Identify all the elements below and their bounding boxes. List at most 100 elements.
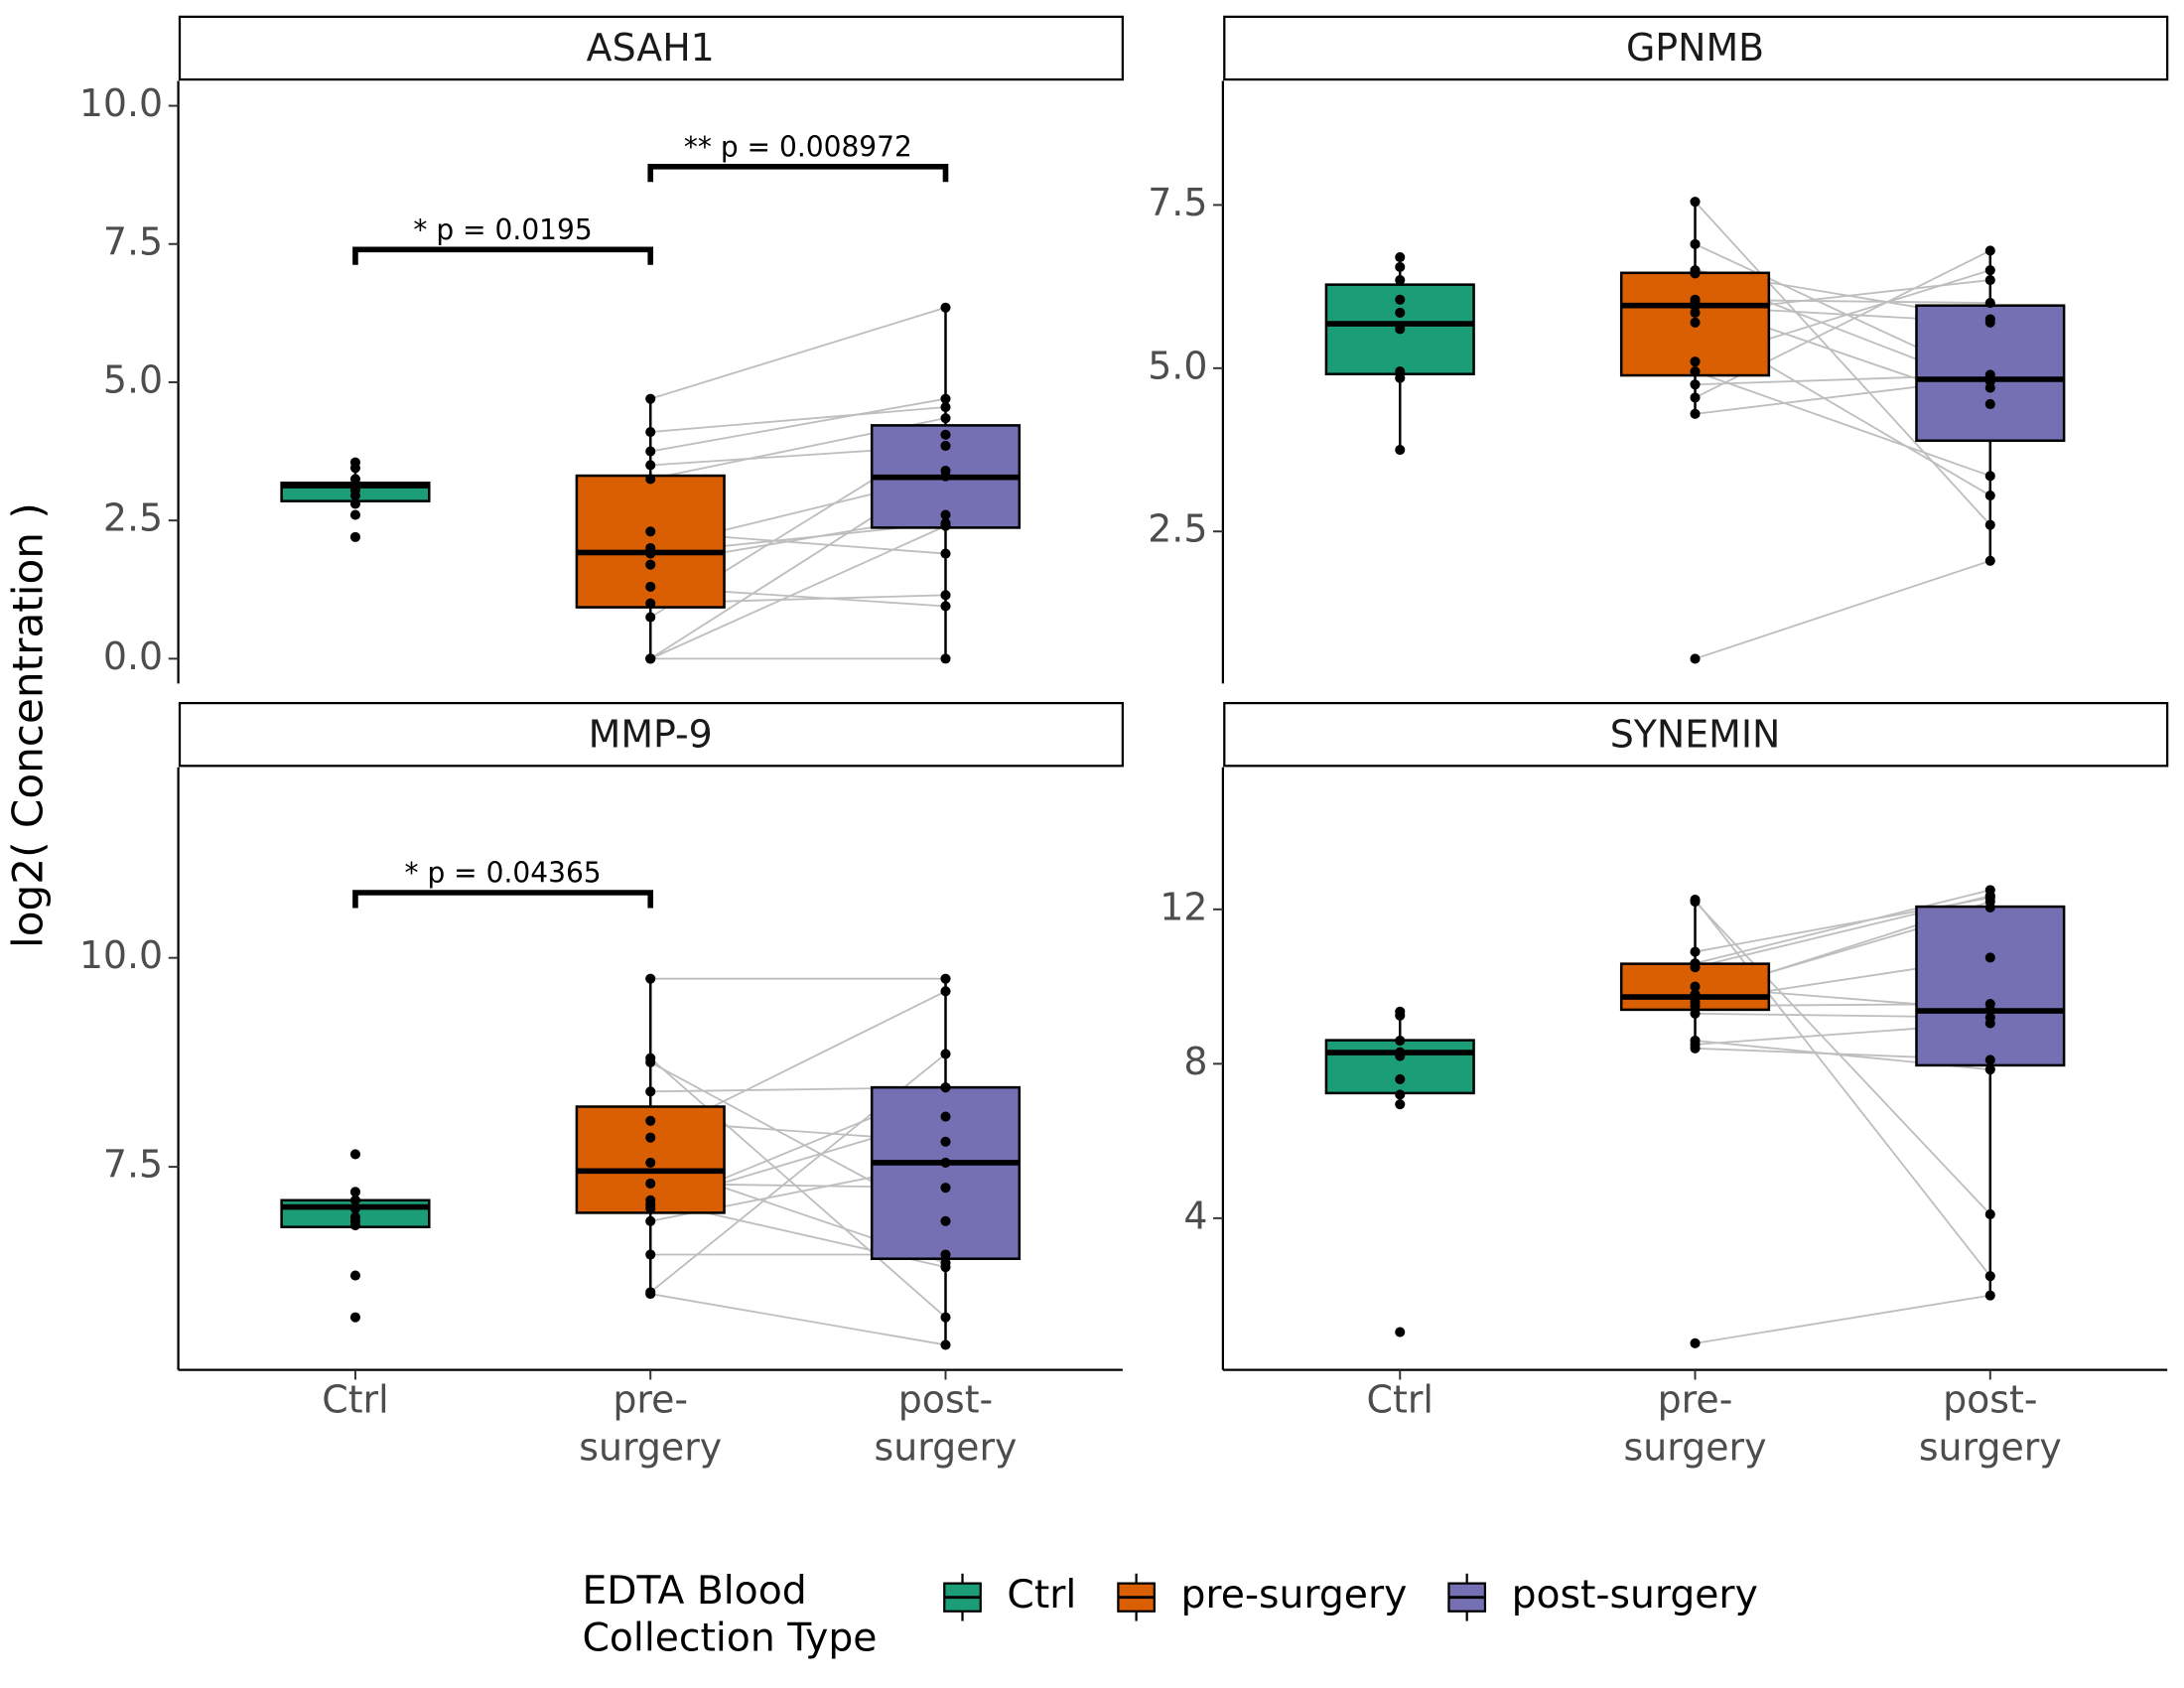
point xyxy=(645,559,656,570)
point xyxy=(645,612,656,623)
point xyxy=(1395,1073,1406,1084)
x-tick-label: Ctrl xyxy=(322,1377,388,1421)
point xyxy=(940,1136,951,1147)
point xyxy=(1984,519,1995,530)
point xyxy=(940,1262,951,1273)
point xyxy=(1395,1051,1406,1061)
point xyxy=(349,1219,361,1231)
point xyxy=(1984,1018,1995,1029)
legend-title: Collection Type xyxy=(582,1617,877,1661)
point xyxy=(1984,471,1995,482)
point xyxy=(349,491,361,501)
point xyxy=(1395,1089,1406,1100)
pair-line xyxy=(650,406,946,433)
point xyxy=(1984,398,1995,410)
y-tick-label: 5.0 xyxy=(1148,344,1207,387)
pair-line xyxy=(1695,559,1991,660)
x-tick-label: pre- xyxy=(1658,1377,1733,1421)
y-tick-label: 8 xyxy=(1183,1040,1207,1083)
point xyxy=(645,598,656,609)
x-tick-label: pre- xyxy=(613,1377,688,1421)
x-tick-label: surgery xyxy=(1624,1425,1767,1469)
bracket xyxy=(647,163,949,183)
point xyxy=(1395,324,1406,335)
point xyxy=(645,526,656,537)
point xyxy=(1984,1055,1995,1065)
point xyxy=(940,520,951,531)
point xyxy=(645,1056,656,1067)
panel-title: GPNMB xyxy=(1626,26,1764,70)
point xyxy=(940,1082,951,1093)
y-tick-label: 2.5 xyxy=(1148,507,1207,551)
point xyxy=(1690,1043,1701,1054)
point xyxy=(349,1312,361,1323)
pair-line xyxy=(649,1056,947,1319)
point xyxy=(645,1086,656,1097)
y-tick-label: 7.5 xyxy=(1148,181,1207,224)
pair-line xyxy=(649,524,946,660)
point xyxy=(940,1339,951,1350)
point xyxy=(1690,197,1701,208)
pair-line xyxy=(1694,201,1991,526)
point xyxy=(940,590,951,601)
point xyxy=(1395,261,1406,272)
point xyxy=(645,1157,656,1168)
point xyxy=(1395,1035,1406,1047)
x-tick-label: surgery xyxy=(875,1425,1018,1469)
point xyxy=(1395,1327,1406,1337)
point xyxy=(1690,653,1701,664)
point xyxy=(940,465,951,477)
pair-line xyxy=(649,306,946,400)
point xyxy=(940,1111,951,1122)
y-tick-label: 7.5 xyxy=(103,219,163,263)
x-tick-label: surgery xyxy=(1919,1425,2062,1469)
legend-title: EDTA Blood xyxy=(582,1569,806,1614)
point xyxy=(940,393,951,404)
point xyxy=(645,653,656,664)
point xyxy=(940,986,951,997)
point xyxy=(940,601,951,612)
point xyxy=(349,1270,361,1281)
strip-box xyxy=(1223,15,2169,81)
strip-box xyxy=(178,15,1124,81)
x-tick-label: surgery xyxy=(579,1425,722,1469)
legend-label: pre-surgery xyxy=(1181,1573,1408,1618)
point xyxy=(940,1157,951,1168)
point xyxy=(1395,251,1406,263)
point xyxy=(940,413,951,424)
point xyxy=(1984,317,1995,328)
point xyxy=(1690,356,1701,367)
point xyxy=(1984,1271,1995,1282)
point xyxy=(1395,1099,1406,1110)
point xyxy=(940,509,951,520)
legend-label: post-surgery xyxy=(1512,1573,1758,1618)
pair-line xyxy=(1694,901,1991,1215)
point xyxy=(1984,952,1995,963)
point xyxy=(645,427,656,438)
point xyxy=(1690,408,1701,419)
point xyxy=(349,509,361,520)
y-tick-label: 10.0 xyxy=(79,933,163,977)
point xyxy=(1690,268,1701,279)
pair-line xyxy=(1695,370,1991,478)
point xyxy=(1690,379,1701,390)
point xyxy=(349,531,361,542)
point xyxy=(1395,444,1406,456)
x-tick-label: Ctrl xyxy=(1367,1377,1433,1421)
legend-label: Ctrl xyxy=(1007,1573,1076,1618)
point xyxy=(1984,372,1995,383)
point xyxy=(940,1312,951,1323)
annotation: ** p = 0.008972 xyxy=(684,131,912,164)
point xyxy=(940,1249,951,1260)
point xyxy=(1690,896,1701,908)
pair-line xyxy=(1695,889,1991,965)
panel-title: MMP-9 xyxy=(589,712,713,756)
point xyxy=(1690,307,1701,318)
point xyxy=(349,1149,361,1160)
x-tick-label: post- xyxy=(898,1377,993,1421)
point xyxy=(1395,307,1406,318)
panel-title: SYNEMIN xyxy=(1610,712,1781,756)
point xyxy=(1984,1064,1995,1075)
point xyxy=(1690,1337,1701,1348)
